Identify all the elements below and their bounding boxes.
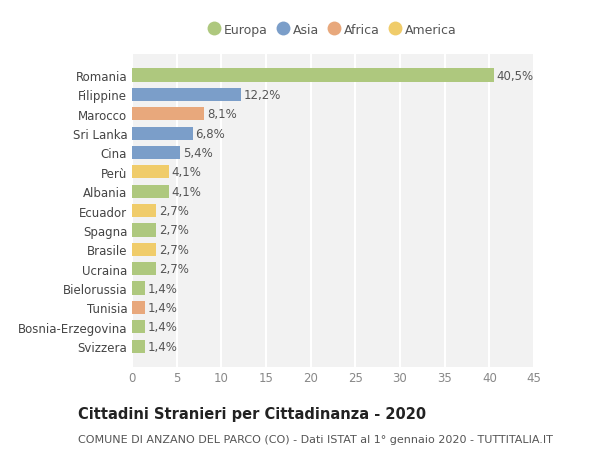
- Text: Cittadini Stranieri per Cittadinanza - 2020: Cittadini Stranieri per Cittadinanza - 2…: [78, 406, 426, 421]
- Bar: [132, 263, 156, 276]
- Bar: [132, 301, 145, 314]
- Text: 2,7%: 2,7%: [159, 205, 188, 218]
- Bar: [132, 185, 169, 198]
- Text: 12,2%: 12,2%: [244, 89, 281, 101]
- Bar: [132, 205, 156, 218]
- Text: 6,8%: 6,8%: [196, 127, 225, 140]
- Text: 4,1%: 4,1%: [172, 166, 201, 179]
- Text: COMUNE DI ANZANO DEL PARCO (CO) - Dati ISTAT al 1° gennaio 2020 - TUTTITALIA.IT: COMUNE DI ANZANO DEL PARCO (CO) - Dati I…: [78, 434, 553, 444]
- Text: 2,7%: 2,7%: [159, 224, 188, 237]
- Text: 8,1%: 8,1%: [207, 108, 237, 121]
- Bar: [132, 224, 156, 237]
- Bar: [132, 320, 145, 334]
- Bar: [132, 89, 241, 102]
- Text: 2,7%: 2,7%: [159, 243, 188, 256]
- Bar: [132, 127, 193, 140]
- Bar: [132, 243, 156, 257]
- Text: 1,4%: 1,4%: [147, 282, 177, 295]
- Text: 1,4%: 1,4%: [147, 301, 177, 314]
- Bar: [132, 146, 180, 160]
- Text: 1,4%: 1,4%: [147, 340, 177, 353]
- Bar: [132, 108, 205, 121]
- Text: 5,4%: 5,4%: [183, 147, 212, 160]
- Bar: [132, 282, 145, 295]
- Bar: [132, 69, 494, 83]
- Bar: [132, 340, 145, 353]
- Text: 2,7%: 2,7%: [159, 263, 188, 275]
- Text: 1,4%: 1,4%: [147, 321, 177, 334]
- Bar: [132, 166, 169, 179]
- Legend: Europa, Asia, Africa, America: Europa, Asia, Africa, America: [209, 24, 457, 37]
- Text: 4,1%: 4,1%: [172, 185, 201, 198]
- Text: 40,5%: 40,5%: [496, 69, 533, 82]
